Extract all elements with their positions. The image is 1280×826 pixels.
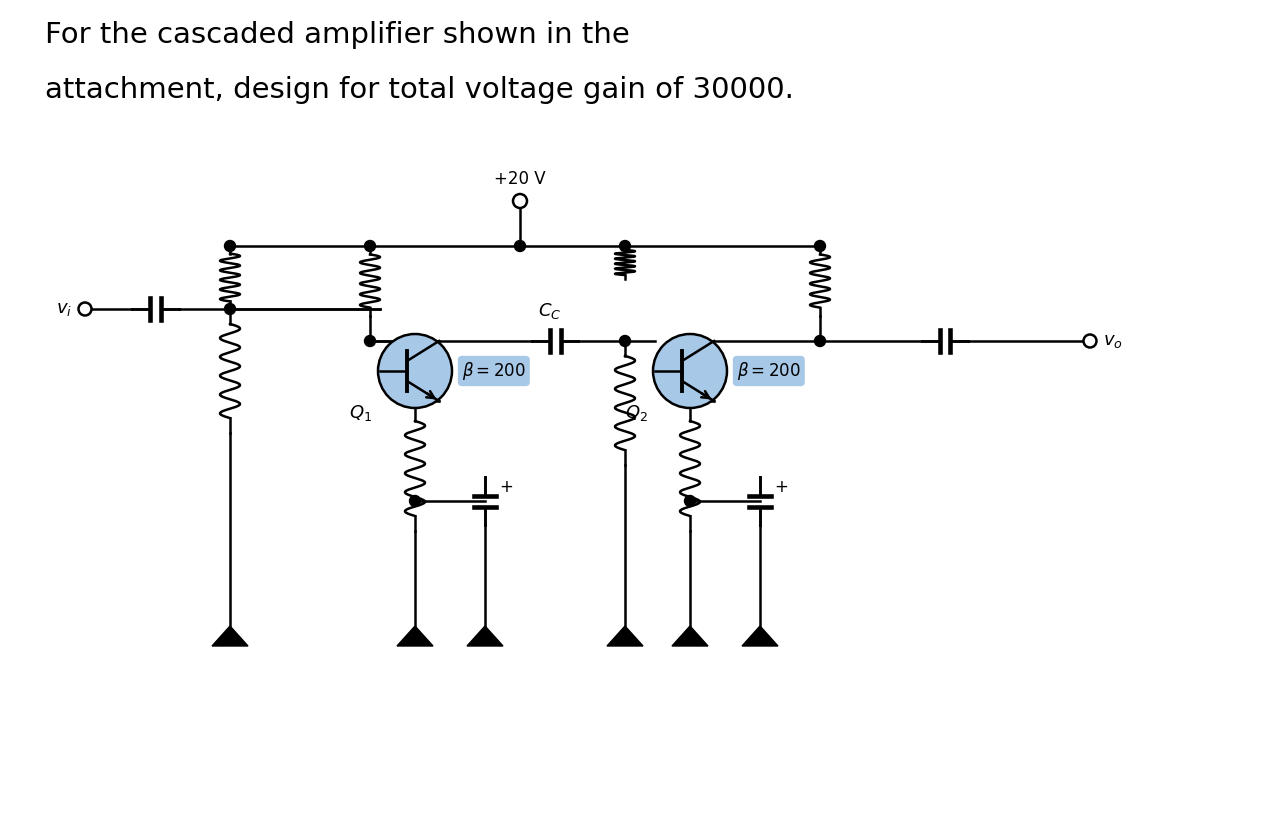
Polygon shape	[607, 626, 643, 646]
Polygon shape	[397, 626, 433, 646]
Text: $v_o$: $v_o$	[1103, 332, 1123, 350]
Circle shape	[620, 335, 631, 346]
Circle shape	[365, 240, 375, 251]
Text: $v_i$: $v_i$	[56, 300, 72, 318]
Circle shape	[410, 496, 421, 506]
Circle shape	[620, 240, 631, 251]
Circle shape	[814, 240, 826, 251]
Circle shape	[515, 240, 526, 251]
Text: $\beta = 200$: $\beta = 200$	[737, 360, 801, 382]
Polygon shape	[672, 626, 708, 646]
Circle shape	[1083, 335, 1097, 348]
Polygon shape	[742, 626, 778, 646]
Circle shape	[685, 496, 695, 506]
Circle shape	[78, 302, 91, 316]
Circle shape	[224, 240, 236, 251]
Circle shape	[814, 335, 826, 346]
Polygon shape	[212, 626, 248, 646]
Text: $Q_2$: $Q_2$	[625, 403, 648, 423]
Text: +: +	[774, 478, 788, 496]
Circle shape	[365, 335, 375, 346]
Text: +: +	[499, 478, 513, 496]
Circle shape	[224, 303, 236, 315]
Text: $Q_1$: $Q_1$	[349, 403, 372, 423]
Text: $C_C$: $C_C$	[539, 301, 562, 321]
Circle shape	[378, 334, 452, 408]
Text: +20 V: +20 V	[494, 170, 545, 188]
Polygon shape	[467, 626, 503, 646]
Circle shape	[513, 194, 527, 208]
Text: $\beta = 200$: $\beta = 200$	[462, 360, 526, 382]
Text: For the cascaded amplifier shown in the: For the cascaded amplifier shown in the	[45, 21, 630, 49]
Text: attachment, design for total voltage gain of 30000.: attachment, design for total voltage gai…	[45, 76, 794, 104]
Circle shape	[653, 334, 727, 408]
